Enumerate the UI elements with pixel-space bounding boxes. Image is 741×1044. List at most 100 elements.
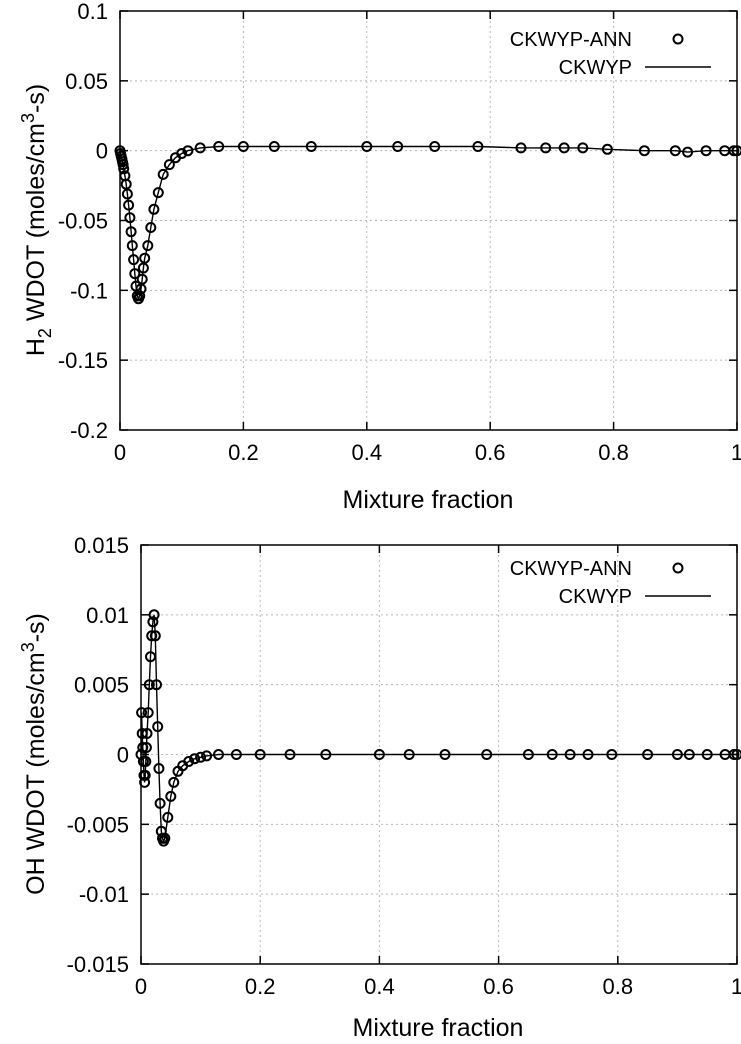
data-point-ckwyp-ann xyxy=(121,188,133,200)
data-point-ckwyp-ann xyxy=(136,273,148,285)
y-tick-label: -0.005 xyxy=(67,812,129,837)
data-point-ckwyp-ann xyxy=(558,142,570,154)
data-point-ckwyp-ann xyxy=(148,203,160,215)
data-point-ckwyp-ann xyxy=(145,651,156,663)
data-point-ckwyp-ann xyxy=(129,268,141,280)
y-tick-label: -0.15 xyxy=(58,348,108,373)
data-point-ckwyp-ann xyxy=(606,749,618,760)
y-tick-label: 0.01 xyxy=(86,603,129,628)
legend-label-line: CKWYP xyxy=(559,57,632,79)
y-tick-label: 0.05 xyxy=(65,69,108,94)
data-point-ckwyp-ann xyxy=(183,756,195,767)
data-point-ckwyp-ann xyxy=(157,168,169,180)
y-tick-label: -0.2 xyxy=(70,418,108,443)
data-point-ckwyp-ann xyxy=(146,630,158,642)
data-point-ckwyp-ann xyxy=(403,749,415,760)
data-point-ckwyp-ann xyxy=(305,141,317,152)
data-point-ckwyp-ann xyxy=(194,142,206,154)
oh-wdot-chart: 0 0.2 0.4 0.6 0.8 1 -0.015 -0.01 -0.005 0 0.005 0.0… xyxy=(18,533,741,1042)
data-point-ckwyp-ann xyxy=(195,751,207,763)
x-tick-label: 0 xyxy=(114,440,126,465)
data-point-ckwyp-ann xyxy=(123,199,135,211)
data-point-ckwyp-ann xyxy=(481,749,493,760)
data-point-ckwyp-ann xyxy=(213,141,225,152)
data-point-ckwyp-ann xyxy=(439,749,451,760)
data-point-ckwyp-ann xyxy=(731,749,741,760)
data-point-ckwyp-ann xyxy=(168,776,180,788)
data-point-ckwyp-ann xyxy=(148,609,160,621)
x-tick-label: 0.6 xyxy=(475,440,506,465)
data-point-ckwyp-ann xyxy=(671,749,683,760)
data-point-ckwyp-ann xyxy=(577,142,589,154)
data-point-ckwyp-ann xyxy=(700,145,712,157)
series-line-ckwyp xyxy=(140,614,737,843)
data-point-ckwyp-ann xyxy=(143,679,155,691)
data-point-ckwyp-ann xyxy=(163,159,175,171)
y-tick-label: 0.015 xyxy=(74,533,129,558)
data-point-ckwyp-ann xyxy=(373,749,385,760)
data-point-ckwyp-ann xyxy=(134,290,146,302)
data-point-ckwyp-ann xyxy=(118,163,130,175)
series-line-ckwyp xyxy=(119,145,737,301)
legend-label-markers: CKWYP-ANN xyxy=(510,29,632,51)
data-point-ckwyp-ann xyxy=(149,630,161,642)
data-point-ckwyp-ann xyxy=(515,142,527,154)
data-point-ckwyp-ann xyxy=(546,749,558,760)
data-point-ckwyp-ann xyxy=(126,240,138,252)
data-point-ckwyp-ann xyxy=(139,769,151,781)
x-tick-label: 0.8 xyxy=(603,974,634,999)
x-tick-label: 1 xyxy=(731,974,741,999)
data-point-ckwyp-ann xyxy=(139,252,151,264)
y-tick-label: 0 xyxy=(96,139,108,164)
data-point-ckwyp-ann xyxy=(117,159,129,171)
data-point-ckwyp-ann xyxy=(201,750,213,762)
axis-ticks: 0 0.2 0.4 0.6 0.8 1 -0.2 -0.15 -0.1 -0.05 0 0.05 0.1 xyxy=(58,0,741,465)
data-point-ckwyp-ann xyxy=(237,141,249,152)
data-point-ckwyp-ann xyxy=(320,749,332,760)
legend-label-markers: CKWYP-ANN xyxy=(510,558,632,580)
data-point-ckwyp-ann xyxy=(361,141,373,152)
data-point-ckwyp-ann xyxy=(540,142,552,154)
data-point-ckwyp-ann xyxy=(136,728,148,739)
data-point-ckwyp-ann xyxy=(601,143,613,155)
data-point-ckwyp-ann xyxy=(159,832,171,844)
y-tick-label: 0.005 xyxy=(74,673,129,698)
data-point-ckwyp-ann xyxy=(213,749,224,760)
data-point-ckwyp-ann xyxy=(669,145,681,157)
y-axis-label: H2 WDOT (moles/cm3-s) xyxy=(18,84,55,356)
x-tick-label: 1 xyxy=(731,440,741,465)
data-point-ckwyp-ann xyxy=(152,721,164,733)
x-tick-label: 0 xyxy=(135,974,147,999)
data-point-ckwyp-ann xyxy=(142,707,154,719)
plot-frame xyxy=(119,10,738,431)
x-tick-label: 0.4 xyxy=(364,974,395,999)
y-tick-label: -0.01 xyxy=(79,882,129,907)
data-point-ckwyp-ann xyxy=(582,749,594,760)
legend: CKWYP-ANN CKWYP xyxy=(510,558,711,608)
h2-wdot-chart: 0 0.2 0.4 0.6 0.8 1 -0.2 -0.15 -0.1 -0.05 0 0.05 0.1… xyxy=(18,0,741,514)
data-point-ckwyp-ann xyxy=(137,742,149,753)
data-point-ckwyp-ann xyxy=(189,753,201,765)
data-point-ckwyp-ann xyxy=(472,141,484,152)
data-point-ckwyp-ann xyxy=(154,797,166,809)
x-tick-label: 0.4 xyxy=(352,440,383,465)
data-point-ckwyp-ann xyxy=(230,749,242,760)
legend: CKWYP-ANN CKWYP xyxy=(510,29,711,79)
data-point-ckwyp-ann xyxy=(162,811,174,823)
x-axis-label: Mixture fraction xyxy=(353,1014,524,1042)
data-point-ckwyp-ann xyxy=(268,141,280,152)
data-point-ckwyp-ann xyxy=(731,145,741,157)
data-point-ckwyp-ann xyxy=(683,749,695,760)
data-point-ckwyp-ann xyxy=(145,222,157,233)
data-point-ckwyp-ann xyxy=(429,141,441,152)
data-point-ckwyp-ann xyxy=(147,616,159,628)
data-point-ckwyp-ann xyxy=(140,756,152,767)
legend-marker-symbol xyxy=(672,33,684,45)
series xyxy=(114,141,741,305)
data-point-ckwyp-ann xyxy=(151,679,162,691)
y-tick-label: -0.1 xyxy=(70,278,108,303)
data-point-ckwyp-ann xyxy=(642,749,654,760)
data-point-ckwyp-ann xyxy=(139,776,151,788)
data-point-ckwyp-ann xyxy=(124,212,136,224)
axis-ticks: 0 0.2 0.4 0.6 0.8 1 -0.015 -0.01 -0.005 0 0.005 0.0… xyxy=(67,533,741,999)
